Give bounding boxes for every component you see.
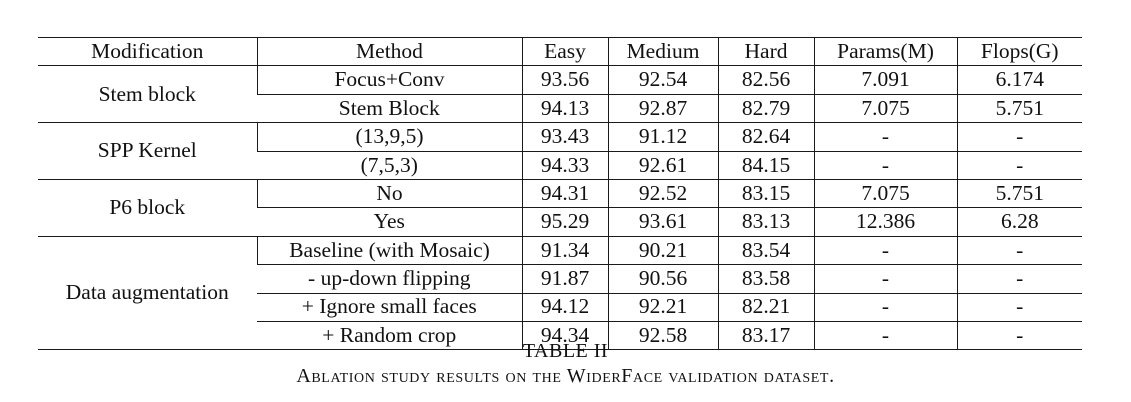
easy-cell: 94.12 [521, 293, 608, 322]
params-cell: 7.075 [813, 94, 957, 124]
easy-cell: 91.34 [521, 236, 608, 266]
method-cell: Baseline (with Mosaic) [256, 236, 522, 266]
group-label-stem-block: Stem block [38, 65, 257, 124]
medium-cell: 92.52 [607, 179, 718, 209]
hard-cell: 82.56 [717, 65, 814, 95]
medium-cell: 90.21 [607, 236, 718, 266]
table-caption-text: Ablation study results on the WiderFace … [296, 365, 835, 387]
header-easy: Easy [521, 36, 608, 67]
params-cell: 12.386 [813, 207, 957, 237]
params-cell: - [813, 321, 957, 351]
hard-cell: 83.54 [717, 236, 814, 266]
easy-cell: 93.43 [521, 122, 608, 152]
header-modification: Modification [38, 36, 257, 67]
ablation-table-container: Modification Method Easy Medium Hard Par… [38, 36, 1082, 351]
table-row: SPP Kernel (13,9,5) 93.43 91.12 82.64 - … [38, 122, 1082, 180]
table-row: (7,5,3) 94.33 92.61 84.15 - - [38, 151, 1082, 180]
flops-cell: - [956, 293, 1082, 322]
easy-cell: 93.56 [521, 65, 608, 95]
table-row: Data augmentation Baseline (with Mosaic)… [38, 236, 1082, 351]
easy-cell: 94.13 [521, 94, 608, 124]
table-row: P6 block No 94.31 92.52 83.15 7.075 5.75… [38, 179, 1082, 237]
header-row: Modification Method Easy Medium Hard Par… [38, 36, 1082, 67]
table-row: Stem Block 94.13 92.87 82.79 7.075 5.751 [38, 94, 1082, 124]
medium-cell: 92.87 [607, 94, 718, 124]
hard-cell: 82.21 [717, 293, 814, 322]
table-row: - up-down flipping 91.87 90.56 83.58 - - [38, 264, 1082, 294]
medium-cell: 91.12 [607, 122, 718, 152]
params-cell: 7.075 [813, 179, 957, 209]
ablation-table: Modification Method Easy Medium Hard Par… [38, 36, 1082, 351]
flops-cell: - [956, 122, 1082, 152]
hard-cell: 83.58 [717, 264, 814, 294]
medium-cell: 92.54 [607, 65, 718, 95]
easy-cell: 91.87 [521, 264, 608, 294]
method-cell: Focus+Conv [256, 65, 522, 95]
hard-cell: 82.79 [717, 94, 814, 124]
group-label-data-augmentation: Data augmentation [38, 236, 257, 351]
params-cell: 7.091 [813, 65, 957, 95]
flops-cell: 5.751 [956, 179, 1082, 209]
flops-cell: - [956, 264, 1082, 294]
medium-cell: 90.56 [607, 264, 718, 294]
flops-cell: - [956, 151, 1082, 180]
table-row: + Ignore small faces 94.12 92.21 82.21 -… [38, 293, 1082, 322]
method-cell: No [256, 179, 522, 209]
table-row: Yes 95.29 93.61 83.13 12.386 6.28 [38, 207, 1082, 237]
medium-cell: 93.61 [607, 207, 718, 237]
params-cell: - [813, 236, 957, 266]
flops-cell: 5.751 [956, 94, 1082, 124]
method-cell: + Ignore small faces [257, 293, 522, 322]
method-cell: (13,9,5) [256, 122, 522, 152]
method-cell: (7,5,3) [257, 151, 522, 180]
flops-cell: - [956, 321, 1082, 351]
easy-cell: 94.34 [521, 321, 608, 351]
hard-cell: 83.17 [717, 321, 814, 351]
flops-cell: 6.174 [956, 65, 1082, 95]
method-cell: Stem Block [257, 94, 522, 124]
hard-cell: 83.15 [717, 179, 814, 209]
table-row: Stem block Focus+Conv 93.56 92.54 82.56 … [38, 65, 1082, 124]
params-cell: - [813, 122, 957, 152]
flops-cell: 6.28 [956, 207, 1082, 237]
hard-cell: 84.15 [717, 151, 814, 180]
easy-cell: 94.31 [521, 179, 608, 209]
hard-cell: 82.64 [717, 122, 814, 152]
flops-cell: - [956, 236, 1082, 266]
header-flops: Flops(G) [956, 36, 1082, 67]
header-hard: Hard [717, 36, 814, 67]
params-cell: - [813, 293, 957, 322]
easy-cell: 95.29 [521, 207, 608, 237]
group-label-p6-block: P6 block [38, 179, 257, 237]
header-params: Params(M) [813, 36, 957, 67]
header-method: Method [256, 36, 522, 67]
group-label-spp-kernel: SPP Kernel [38, 122, 257, 180]
medium-cell: 92.58 [607, 321, 718, 351]
table-row: + Random crop 94.34 92.58 83.17 - - [38, 321, 1082, 351]
header-medium: Medium [607, 36, 718, 67]
params-cell: - [813, 151, 957, 180]
easy-cell: 94.33 [521, 151, 608, 180]
medium-cell: 92.21 [607, 293, 718, 322]
table-caption-label: TABLE II [522, 340, 609, 362]
method-cell: - up-down flipping [257, 264, 522, 294]
medium-cell: 92.61 [607, 151, 718, 180]
method-cell: + Random crop [257, 321, 522, 351]
params-cell: - [813, 264, 957, 294]
method-cell: Yes [257, 207, 522, 237]
hard-cell: 83.13 [717, 207, 814, 237]
